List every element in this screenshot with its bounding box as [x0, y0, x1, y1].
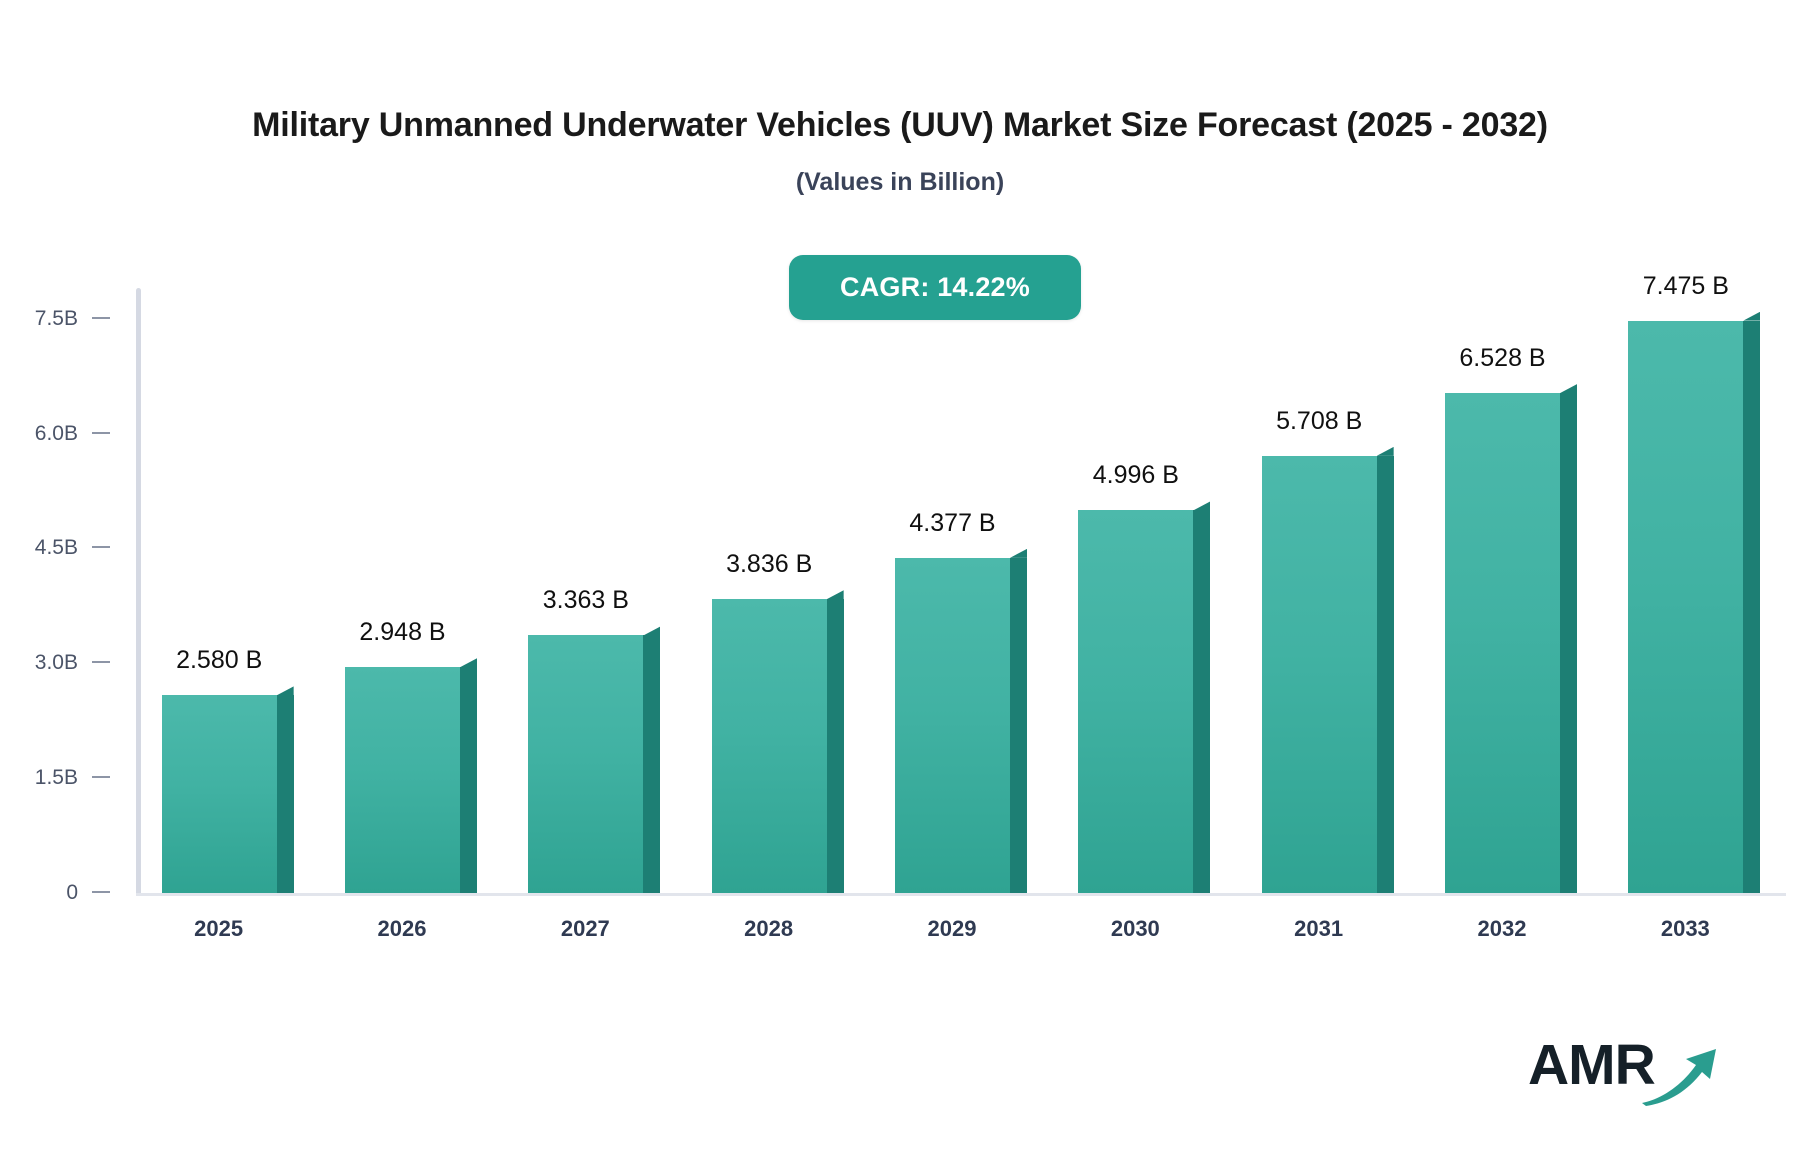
bar-slot: 7.475 B — [1628, 272, 1761, 893]
bar-series: 2.580 B 2.948 B 3.363 B 3.836 B 4.377 B 4.996… — [136, 272, 1786, 893]
x-axis-tick-label: 2028 — [744, 916, 794, 941]
bar-top-face — [1010, 548, 1027, 558]
bar-value-label: 3.836 B — [726, 550, 813, 579]
y-axis-tick: 7.5B — [34, 306, 110, 330]
bar-front-face — [895, 557, 1010, 893]
bar-top-face — [1560, 384, 1577, 394]
bar[interactable] — [161, 686, 294, 893]
bar[interactable] — [711, 590, 844, 893]
bar-top-face — [1193, 501, 1211, 511]
x-axis-tick-label: 2030 — [1110, 916, 1160, 941]
amr-logo-text: AMR — [1528, 1033, 1656, 1097]
bar-top-face — [276, 686, 294, 696]
y-axis-tick: 3.0B — [34, 651, 110, 675]
cagr-badge-label: CAGR: 14.22% — [840, 272, 1030, 302]
bar-side-face — [460, 667, 477, 893]
chart-title: Military Unmanned Underwater Vehicles (U… — [252, 106, 1548, 144]
bar-slot: 3.836 B — [711, 288, 844, 893]
bar-top-face — [460, 658, 477, 668]
bar-value-label: 4.377 B — [909, 508, 996, 537]
y-axis-tick-label: 7.5B — [34, 306, 78, 330]
bar[interactable] — [345, 658, 477, 893]
chart-subtitle: (Values in Billion) — [795, 168, 1005, 196]
y-axis-tick-label: 1.5B — [34, 766, 78, 790]
y-axis-tick-label: 0 — [66, 881, 78, 904]
bar-side-face — [1193, 510, 1211, 893]
x-axis-tick-label: 2027 — [560, 916, 610, 941]
bar-slot: 4.377 B — [895, 288, 1027, 893]
y-axis-tick-mark — [92, 546, 110, 549]
bar-slot: 5.708 B — [1261, 288, 1394, 893]
y-axis-tick-label: 3.0B — [34, 651, 78, 675]
x-axis-tick-label: 2031 — [1294, 916, 1344, 941]
bar-front-face — [1261, 455, 1377, 893]
bar-slot: 2.580 B — [161, 288, 294, 893]
bar-slot: 3.363 B — [528, 288, 661, 893]
y-axis-tick: 4.5B — [34, 536, 110, 560]
bar-top-face — [1743, 311, 1761, 321]
y-axis-tick-mark — [92, 776, 110, 779]
bar-side-face — [643, 635, 661, 893]
bar-value-label: 2.948 B — [359, 618, 446, 647]
x-axis-line — [136, 893, 1786, 896]
bar-front-face — [1445, 393, 1560, 893]
bar-front-face — [711, 599, 827, 893]
bar[interactable] — [1628, 311, 1761, 893]
y-axis-tick: 1.5B — [34, 766, 110, 790]
cagr-badge: CAGR: 14.22% — [789, 255, 1081, 320]
bar-side-face — [1560, 393, 1577, 893]
bar-value-label: 7.475 B — [1642, 271, 1729, 300]
bar-front-face — [345, 667, 460, 893]
bar-top-face — [826, 590, 844, 600]
bar-value-label: 2.580 B — [176, 646, 263, 675]
bar-front-face — [161, 695, 277, 893]
x-axis-tick-label: 2025 — [194, 916, 244, 941]
bar[interactable] — [528, 626, 661, 893]
bar-side-face — [826, 599, 844, 893]
x-axis-tick-label: 2026 — [377, 916, 427, 941]
bar-top-face — [643, 626, 661, 636]
bar[interactable] — [1078, 501, 1211, 893]
bar-side-face — [1010, 557, 1027, 893]
y-axis-line — [136, 288, 141, 896]
bar-front-face — [1628, 320, 1744, 893]
bar[interactable] — [1445, 384, 1577, 893]
x-axis-tick-label: 2032 — [1477, 916, 1527, 941]
bar-value-label: 5.708 B — [1276, 406, 1363, 435]
bar[interactable] — [1261, 446, 1394, 893]
bar-value-label: 4.996 B — [1092, 461, 1179, 490]
bar-top-face — [1376, 446, 1394, 456]
bar-slot: 2.948 B — [345, 288, 477, 893]
bar-side-face — [276, 695, 294, 893]
y-axis-tick-mark — [92, 431, 110, 434]
y-axis-tick: 0 — [66, 881, 110, 904]
bar-slot: 4.996 B — [1078, 288, 1211, 893]
x-axis-tick-label: 2029 — [927, 916, 977, 941]
bar-value-label: 3.363 B — [542, 586, 629, 615]
amr-logo: AMR — [1528, 1035, 1718, 1110]
y-axis-tick-label: 6.0B — [34, 421, 78, 445]
y-axis-tick: 6.0B — [34, 421, 110, 445]
y-axis-tick-mark — [92, 661, 110, 664]
bar-side-face — [1743, 320, 1761, 893]
bar-front-face — [1078, 510, 1194, 893]
bar-side-face — [1376, 455, 1394, 893]
bar-value-label: 6.528 B — [1459, 344, 1546, 373]
growth-arrow-icon — [1642, 1049, 1716, 1106]
y-axis-tick-label: 4.5B — [34, 536, 78, 560]
bar-front-face — [528, 635, 644, 893]
x-axis-tick-label: 2033 — [1660, 916, 1710, 941]
y-axis-tick-mark — [92, 316, 110, 319]
y-axis-tick-mark — [92, 891, 110, 893]
bar[interactable] — [895, 548, 1027, 893]
bar-slot: 6.528 B — [1445, 288, 1577, 893]
